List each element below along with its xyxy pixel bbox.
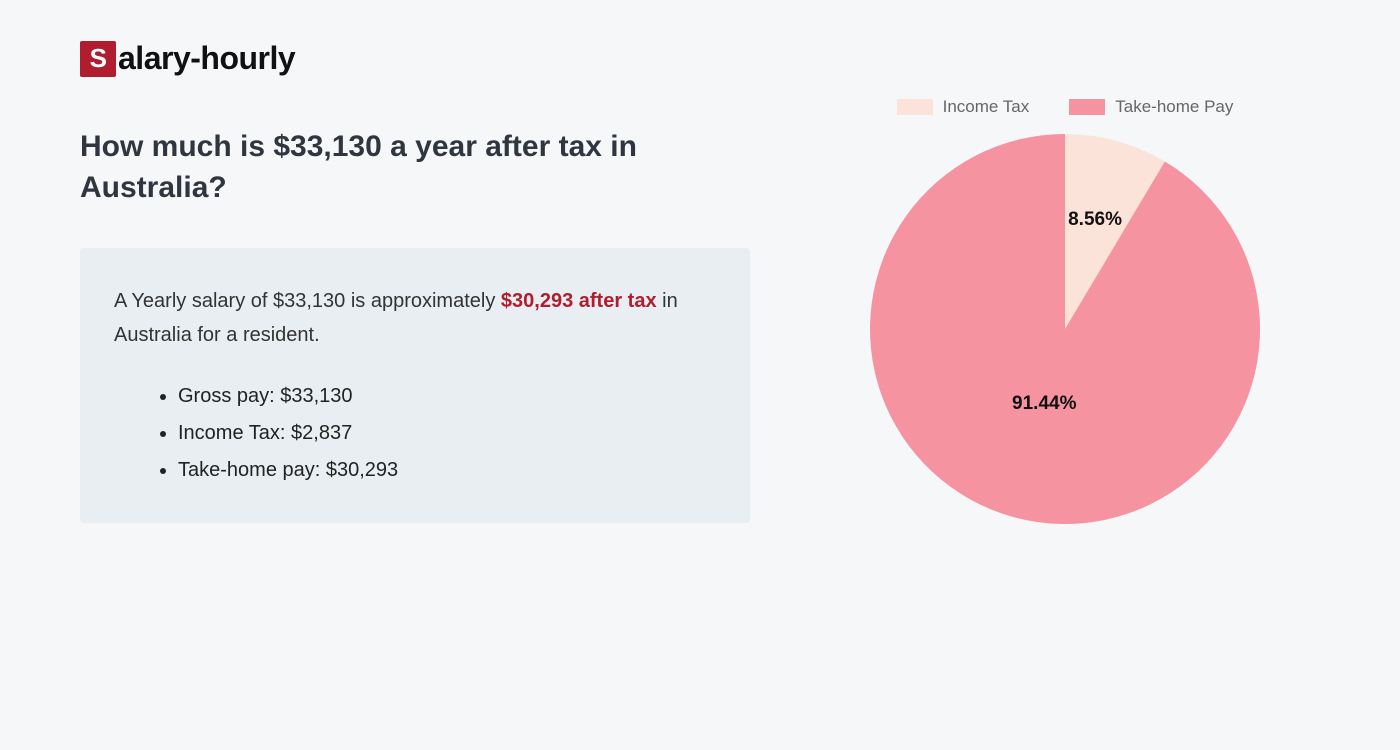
list-item: Income Tax: $2,837 (178, 415, 716, 452)
left-column: How much is $33,130 a year after tax in … (80, 127, 750, 529)
summary-prefix: A Yearly salary of $33,130 is approximat… (114, 290, 501, 312)
legend-swatch (1069, 99, 1105, 115)
pie-slice-label: 91.44% (1012, 393, 1076, 415)
right-column: Income Tax Take-home Pay 8.56% 91.44% (810, 97, 1320, 529)
site-logo: Salary-hourly (80, 40, 1320, 77)
chart-legend: Income Tax Take-home Pay (897, 97, 1234, 117)
legend-swatch (897, 99, 933, 115)
pie-svg (865, 129, 1265, 529)
summary-list: Gross pay: $33,130 Income Tax: $2,837 Ta… (114, 378, 716, 489)
legend-item-income-tax: Income Tax (897, 97, 1030, 117)
legend-item-take-home: Take-home Pay (1069, 97, 1233, 117)
pie-slice (870, 134, 1260, 524)
content-row: How much is $33,130 a year after tax in … (80, 127, 1320, 529)
list-item: Gross pay: $33,130 (178, 378, 716, 415)
pie-slice-label: 8.56% (1068, 209, 1122, 231)
summary-highlight: $30,293 after tax (501, 290, 657, 312)
pie-chart: 8.56% 91.44% (865, 129, 1265, 529)
logo-text: alary-hourly (118, 40, 295, 77)
page-root: Salary-hourly How much is $33,130 a year… (0, 0, 1400, 569)
summary-text: A Yearly salary of $33,130 is approximat… (114, 284, 716, 352)
list-item: Take-home pay: $30,293 (178, 452, 716, 489)
legend-label: Income Tax (943, 97, 1030, 117)
summary-box: A Yearly salary of $33,130 is approximat… (80, 248, 750, 523)
page-title: How much is $33,130 a year after tax in … (80, 127, 750, 208)
logo-badge: S (80, 41, 116, 77)
legend-label: Take-home Pay (1115, 97, 1233, 117)
